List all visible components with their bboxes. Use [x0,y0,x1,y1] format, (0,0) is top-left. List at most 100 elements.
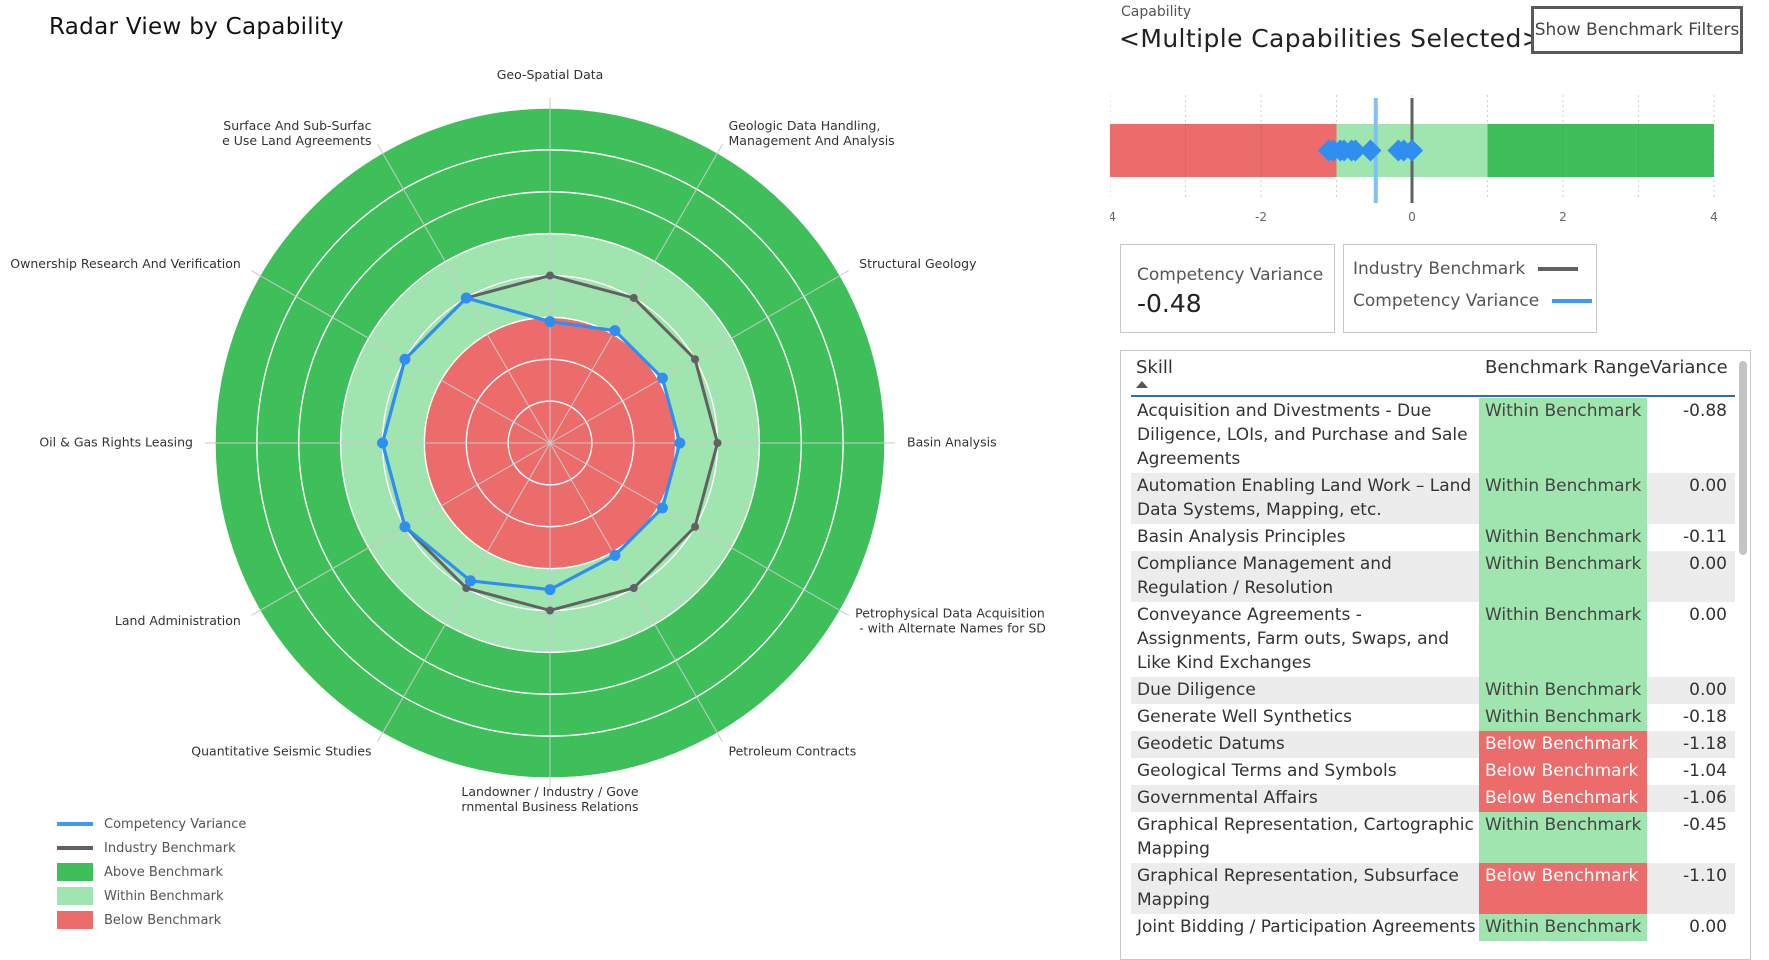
axis-spoke [549,270,850,444]
competency-variance-point[interactable] [674,437,686,449]
table-row[interactable]: Geological Terms and Symbols Below Benchm… [1131,758,1735,785]
column-header-range[interactable]: Benchmark Range [1485,357,1651,378]
benchmark-range-cell: Below Benchmark [1479,758,1647,785]
legend-item-below-benchmark[interactable]: Below Benchmark [57,908,246,932]
legend-item-industry-benchmark[interactable]: Industry Benchmark [57,836,246,860]
axis-label: Structural Geology [859,256,977,271]
axis-spoke [549,143,723,444]
capability-slicer[interactable]: <Multiple Capabilities Selected> [1119,24,1544,53]
table-scrollbar[interactable] [1739,361,1747,555]
legend-label: Industry Benchmark [104,840,236,856]
legend-swatch [57,863,93,881]
competency-variance-point[interactable] [656,502,668,514]
benchmark-range-cell: Within Benchmark [1479,551,1647,602]
below-benchmark-band [1110,124,1337,177]
column-header-skill[interactable]: Skill [1136,357,1173,378]
benchmark-range-cell: Within Benchmark [1479,473,1647,524]
axis-label: Ownership Research And Verification [10,256,241,271]
skills-table: Skill Benchmark Range Variance Acquisiti… [1120,350,1751,960]
competency-variance-point[interactable] [609,325,621,337]
legend-label: Above Benchmark [104,864,223,880]
table-row[interactable]: Automation Enabling Land Work – Land Dat… [1131,473,1735,524]
competency-variance-point[interactable] [609,549,621,561]
table-row[interactable]: Acquisition and Divestments - Due Dilige… [1131,398,1735,473]
industry-benchmark-point[interactable] [691,355,700,364]
table-row[interactable]: Joint Bidding / Participation Agreements… [1131,914,1735,941]
skill-cell: Due Diligence [1137,680,1256,700]
variance-cell: 0.00 [1689,605,1727,625]
axis-label: Landowner / Industry / Gove rnmental Busi… [461,784,639,814]
line-legend-benchmark-label: Industry Benchmark [1353,259,1526,279]
industry-benchmark-point[interactable] [713,439,722,447]
table-row[interactable]: Basin Analysis Principles Within Benchmar… [1131,524,1735,551]
axis-label: Petroleum Contracts [729,744,857,759]
industry-benchmark-point[interactable] [462,584,471,593]
axis-spoke [549,442,850,616]
industry-benchmark-point[interactable] [629,584,638,593]
table-row[interactable]: Conveyance Agreements - Assignments, Far… [1131,602,1735,677]
benchmark-range-cell: Within Benchmark [1479,677,1647,704]
competency-variance-point[interactable] [544,584,556,596]
competency-variance-point[interactable] [377,437,388,449]
variance-cell: -0.18 [1683,707,1727,727]
axis-label-line: Geologic Data Handling, [729,118,881,133]
variance-cell: -1.04 [1683,761,1727,781]
axis-label-line: Land Administration [115,613,241,628]
benchmark-range-cell: Within Benchmark [1479,704,1647,731]
skill-cell: Acquisition and Divestments - Due Dilige… [1137,401,1468,469]
axis-label-line: Basin Analysis [907,435,997,450]
variance-cell: -1.18 [1683,734,1727,754]
variance-cell: -0.11 [1683,527,1727,547]
above-benchmark-band [1487,124,1714,177]
legend-item-within-benchmark[interactable]: Within Benchmark [57,884,246,908]
competency-variance-point[interactable] [464,575,476,587]
kpi-label: Competency Variance [1137,265,1324,285]
header-divider [1131,395,1735,397]
axis-spoke [549,442,723,743]
benchmark-range-cell: Within Benchmark [1479,812,1647,863]
radar-chart: Geo-Spatial Data Geologic Data Handling, M… [10,67,1046,814]
skill-variance-point[interactable] [1359,139,1382,162]
axis-label-line: Landowner / Industry / Gove [461,784,639,799]
axis-label-line: Quantitative Seismic Studies [191,744,371,759]
skill-cell: Joint Bidding / Participation Agreements [1137,917,1476,937]
legend-item-competency-variance[interactable]: Competency Variance [57,812,246,836]
table-row[interactable]: Compliance Management and Regulation / R… [1131,551,1735,602]
table-row[interactable]: Graphical Representation, Subsurface Map… [1131,863,1735,914]
competency-variance-point[interactable] [656,372,668,384]
line-legend-competency-label: Competency Variance [1353,291,1540,311]
column-header-variance[interactable]: Variance [1650,357,1728,378]
skill-variance-point[interactable] [1401,139,1423,162]
competency-variance-point[interactable] [399,521,411,533]
skill-variance-point[interactable] [1344,139,1367,162]
skill-cell: Governmental Affairs [1137,788,1318,808]
legend-item-above-benchmark[interactable]: Above Benchmark [57,860,246,884]
competency-variance-point[interactable] [399,353,411,365]
capability-caption: Capability [1121,4,1192,20]
competency-variance-point[interactable] [544,316,556,328]
benchmark-range-cell: Within Benchmark [1479,398,1647,473]
industry-benchmark-point[interactable] [546,271,554,280]
benchmark-range-cell: Within Benchmark [1479,524,1647,551]
skill-cell: Graphical Representation, Subsurface Map… [1137,866,1459,910]
table-row[interactable]: Graphical Representation, Cartographic M… [1131,812,1735,863]
axis-label: Surface And Sub-Surfac e Use Land Agreeme… [222,118,372,148]
table-row[interactable]: Generate Well Synthetics Within Benchmark… [1131,704,1735,731]
skill-cell: Geodetic Datums [1137,734,1285,754]
axis-label-line: Petroleum Contracts [729,744,857,759]
axis-label-line: Surface And Sub-Surfac [223,118,371,133]
variance-cell: -0.45 [1683,815,1727,835]
competency-variance-card: Competency Variance -0.48 [1120,244,1335,333]
table-row[interactable]: Geodetic Datums Below Benchmark -1.18 [1131,731,1735,758]
industry-benchmark-point[interactable] [691,522,700,531]
table-row[interactable]: Governmental Affairs Below Benchmark -1.06 [1131,785,1735,812]
industry-benchmark-point[interactable] [629,293,638,302]
competency-variance-point[interactable] [460,292,472,304]
variance-cell: 0.00 [1689,476,1727,496]
industry-benchmark-point[interactable] [546,606,554,615]
table-body: Acquisition and Divestments - Due Dilige… [1131,398,1735,941]
benchmark-range-cell: Within Benchmark [1479,602,1647,677]
show-benchmark-filters-button[interactable]: Show Benchmark Filters [1531,6,1743,54]
variance-cell: -1.10 [1683,866,1727,886]
table-row[interactable]: Due Diligence Within Benchmark 0.00 [1131,677,1735,704]
